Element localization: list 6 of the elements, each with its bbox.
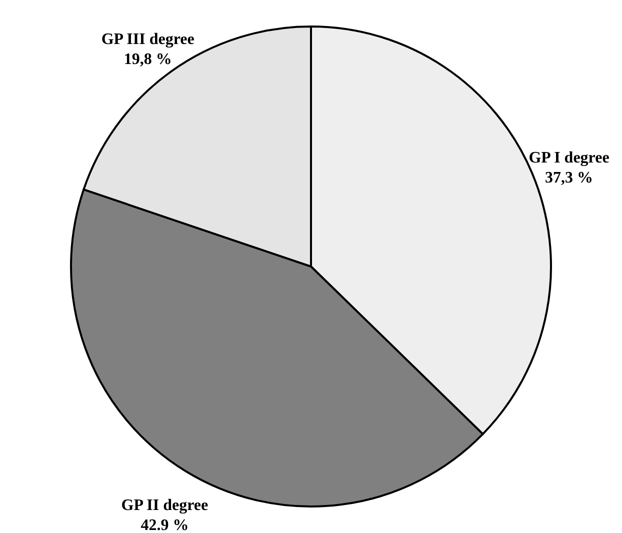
slice-label: GP I degree bbox=[528, 150, 610, 167]
data-label: 42.9 % bbox=[140, 517, 189, 533]
slice-label: GP II degree bbox=[121, 497, 208, 514]
data-label: 19,8 % bbox=[124, 50, 172, 68]
slice-label: GP III degree bbox=[101, 30, 194, 48]
data-label: 37,3 % bbox=[545, 170, 594, 187]
